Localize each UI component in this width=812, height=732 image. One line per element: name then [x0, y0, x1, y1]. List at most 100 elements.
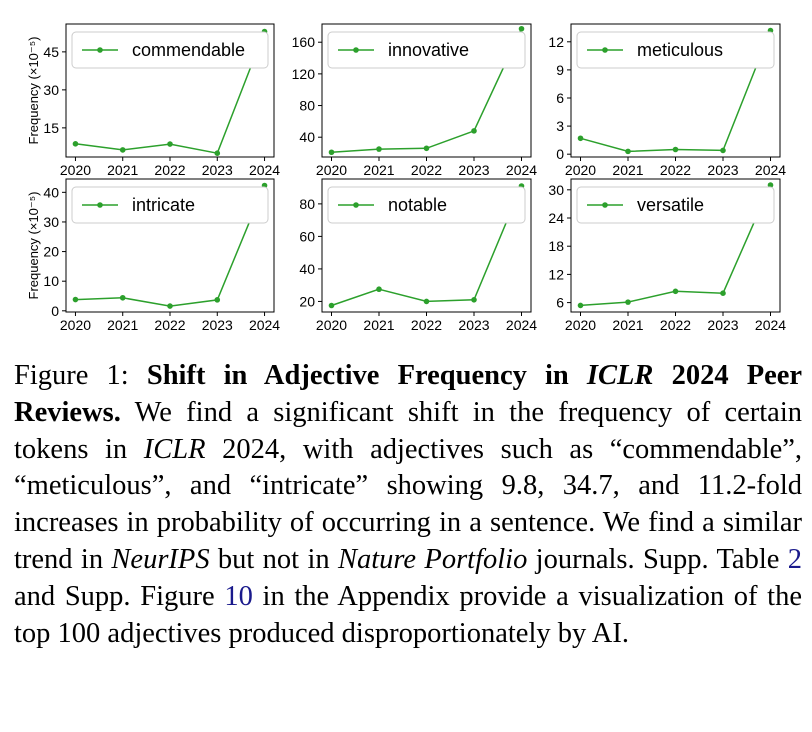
x-tick-label: 2023 — [458, 317, 489, 333]
y-axis-label: Frequency (×10⁻⁵) — [26, 192, 41, 300]
x-tick-label: 2021 — [107, 162, 138, 178]
x-tick-label: 2024 — [249, 162, 280, 178]
caption-sentence-1-rest: 2024, with adjectives such as “commendab… — [14, 433, 803, 575]
y-tick-label: 45 — [43, 44, 59, 60]
x-tick-label: 2024 — [755, 317, 786, 333]
data-point-versatile-2023 — [720, 290, 726, 297]
y-tick-label: 80 — [299, 98, 315, 114]
x-tick-label: 2023 — [202, 162, 233, 178]
data-point-commendable-2021 — [119, 147, 126, 153]
x-tick-label: 2020 — [316, 162, 347, 178]
x-tick-label: 2020 — [565, 317, 596, 333]
caption-figure-label: Figure 1: — [14, 360, 129, 391]
legend-box — [576, 186, 775, 224]
data-point-intricate-2022 — [167, 303, 173, 309]
legend-marker — [97, 202, 103, 208]
x-tick-label: 2023 — [202, 317, 233, 333]
x-tick-label: 2021 — [107, 317, 138, 333]
legend-box — [71, 186, 269, 224]
chart-panel-meticulous: 2020 2021 2022 2023 2024 0 3 6 9 12 meticulous — [548, 23, 786, 178]
data-point-versatile-2021 — [625, 299, 631, 305]
data-point-commendable-2023 — [214, 150, 221, 156]
legend-box — [327, 186, 526, 224]
legend-marker — [602, 47, 608, 53]
data-point-notable-2023 — [471, 297, 477, 303]
legend: intricate — [71, 186, 269, 224]
x-tick-label: 2021 — [363, 317, 394, 333]
data-point-innovative-2020 — [328, 149, 335, 156]
y-tick-label: 120 — [292, 66, 316, 82]
y-axis-label: Frequency (×10⁻⁵) — [26, 37, 41, 145]
x-tick-label: 2022 — [660, 317, 691, 333]
x-tick-label: 2021 — [363, 162, 394, 178]
data-point-innovative-2022 — [423, 145, 430, 152]
y-tick-label: 12 — [548, 34, 564, 50]
data-point-notable-2021 — [376, 286, 382, 293]
y-tick-label: 30 — [43, 82, 59, 98]
data-point-innovative-2023 — [471, 128, 477, 134]
data-point-versatile-2020 — [577, 302, 584, 309]
y-tick-label: 6 — [556, 90, 564, 106]
x-tick-label: 2022 — [660, 162, 691, 178]
caption-venue-iclr: ICLR — [143, 433, 206, 465]
data-point-versatile-2022 — [672, 288, 679, 295]
y-tick-label: 12 — [548, 266, 564, 282]
legend: meticulous — [576, 31, 775, 69]
legend-marker — [353, 47, 359, 53]
caption-journals: journals. Supp. Table — [535, 543, 780, 575]
data-point-intricate-2023 — [214, 297, 221, 303]
legend-label: intricate — [132, 195, 195, 215]
data-point-commendable-2020 — [72, 141, 79, 147]
y-tick-label: 40 — [299, 261, 315, 277]
x-tick-label: 2023 — [707, 162, 738, 178]
x-tick-label: 2024 — [506, 162, 537, 178]
legend-label: notable — [388, 195, 447, 215]
y-tick-label: 10 — [43, 273, 59, 289]
x-tick-label: 2024 — [755, 162, 786, 178]
y-tick-label: 6 — [556, 295, 564, 311]
data-point-intricate-2020 — [72, 296, 79, 303]
x-tick-label: 2020 — [316, 317, 347, 333]
data-point-notable-2020 — [328, 302, 335, 309]
caption-venue-nature: Nature Portfolio — [337, 543, 528, 575]
x-tick-label: 2020 — [565, 162, 596, 178]
legend: commendable — [71, 31, 269, 69]
y-tick-label: 15 — [43, 120, 59, 136]
legend: notable — [327, 186, 526, 224]
x-tick-label: 2024 — [506, 317, 537, 333]
x-tick-label: 2023 — [707, 317, 738, 333]
y-tick-label: 3 — [556, 118, 564, 134]
y-tick-label: 80 — [299, 196, 315, 212]
supp-table-link[interactable]: 2 — [787, 543, 802, 575]
legend: versatile — [576, 186, 775, 224]
legend-label: meticulous — [637, 40, 723, 60]
x-tick-label: 2020 — [60, 317, 91, 333]
y-tick-label: 40 — [299, 129, 315, 145]
caption-title: Shift in Adjective Frequency in ICLR 202… — [14, 360, 803, 428]
x-tick-label: 2021 — [612, 317, 643, 333]
data-point-commendable-2022 — [167, 141, 173, 147]
legend-label: innovative — [388, 40, 469, 60]
legend-marker — [353, 202, 359, 208]
data-point-meticulous-2023 — [720, 147, 726, 154]
y-tick-label: 60 — [299, 228, 315, 244]
y-tick-label: 40 — [43, 184, 59, 200]
data-point-meticulous-2021 — [625, 148, 631, 155]
caption-but-not: but not in — [217, 543, 330, 575]
chart-panel-notable: 2020 2021 2022 2023 2024 20 40 60 80 notable — [299, 178, 537, 333]
chart-panel-versatile: 2020 2021 2022 2023 2024 6 12 18 24 30 versatile — [548, 178, 786, 333]
chart-panel-innovative: 2020 2021 2022 2023 2024 40 80 120 160 innovative — [292, 23, 537, 178]
supp-figure-link[interactable]: 10 — [224, 580, 253, 612]
x-tick-label: 2024 — [249, 317, 280, 333]
data-point-innovative-2021 — [376, 146, 382, 152]
legend-box — [576, 31, 775, 69]
data-point-meticulous-2022 — [672, 146, 679, 153]
figure-caption: Figure 1: Shift in Adjective Frequency i… — [14, 358, 802, 652]
x-tick-label: 2022 — [154, 317, 185, 333]
data-point-notable-2022 — [423, 298, 430, 305]
y-tick-label: 0 — [51, 303, 59, 319]
legend-label: versatile — [637, 195, 704, 215]
x-tick-label: 2022 — [154, 162, 185, 178]
